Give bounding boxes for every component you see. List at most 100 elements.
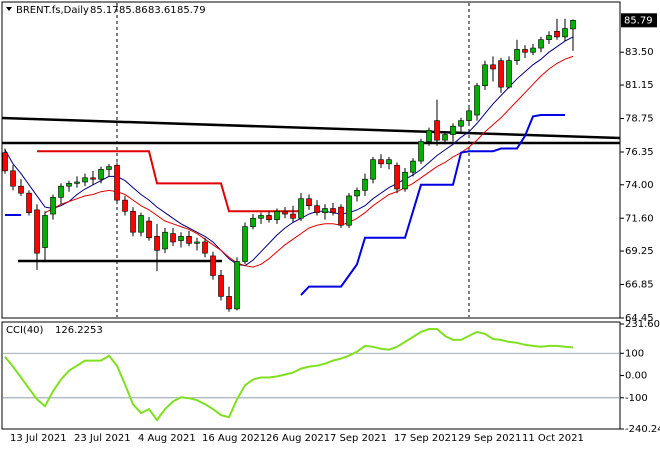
trend-line [1,116,621,140]
candle-body [162,231,168,250]
candle-body [458,120,464,127]
candle-body [554,31,560,38]
x-tick-label: 26 Aug 2021 [266,433,330,444]
candle-body [42,215,48,248]
y-tick-label: -100 [625,393,648,404]
candle-body [490,64,496,70]
y-tick-label: 71.60 [625,213,654,224]
candle-body [570,19,576,30]
candle-body [362,178,368,191]
candle-body [146,220,152,239]
candle-body [322,208,328,213]
candle-body [386,159,392,165]
candle-body [26,192,32,213]
candle-body [274,210,280,220]
y-tick-label: 0.00 [625,371,647,382]
candle-body [74,181,80,184]
candle-body [82,177,88,183]
candle-body [226,296,232,310]
candle-body [394,164,400,190]
candle-body [306,198,312,206]
y-tick-label: 64.45 [625,313,654,324]
candle-body [130,210,136,233]
candle-body [530,47,536,53]
candle-body [242,226,248,262]
candle-body [210,255,216,276]
candle-body [370,159,376,180]
candle-body [338,206,344,226]
y-tick-label: 74.00 [625,180,654,191]
candle-body [122,199,128,212]
low-value: 83.61 [148,5,177,16]
y-tick-label: 100 [625,348,644,359]
x-tick-label: 13 Jul 2021 [10,433,67,444]
y-tick-label: 69.25 [625,246,654,257]
y-tick-label: 81.15 [625,80,654,91]
x-tick-label: 11 Oct 2021 [522,433,584,444]
price-marker [621,13,657,28]
candle-body [194,241,200,244]
candle-body [202,241,208,254]
candle-body [450,125,456,135]
candle-body [266,215,272,220]
x-tick-label: 7 Sep 2021 [330,433,387,444]
candle-body [34,209,40,254]
candle-body [506,60,512,88]
candle-body [258,215,264,219]
candle-body [282,210,288,215]
candle-body [314,205,320,213]
indicator-line [4,36,574,267]
x-tick-label: 23 Jul 2021 [74,433,131,444]
candle-body [90,177,96,180]
candle-body [234,261,240,310]
y-tick-label: 78.75 [625,114,654,125]
candle-body [170,233,176,243]
indicator-line [300,114,565,296]
candle-body [2,152,8,172]
x-tick-label: 16 Aug 2021 [202,433,266,444]
symbol-title: BRENT.fs,Daily [16,5,89,16]
cci-value: 126.2253 [55,325,103,336]
candle-body [178,236,184,241]
candle-body [474,85,480,116]
candle-body [330,208,336,213]
candle-body [434,120,440,141]
candle-body [482,64,488,87]
candle-body [546,35,552,40]
y-tick-label: 76.35 [625,147,654,158]
candle-body [10,170,16,187]
candle-body [290,213,296,219]
candle-body [18,185,24,194]
y-tick-label: 66.85 [625,280,654,291]
indicator-line [44,55,574,268]
candle-body [298,198,304,219]
header-arrow [6,7,12,11]
price-marker-label: 85.79 [624,15,653,26]
cci-title: CCI(40) [6,325,44,336]
candle-body [466,110,472,121]
candle-body [426,130,432,142]
candle-body [218,275,224,297]
candle-body [154,236,160,251]
candle-body [402,171,408,190]
x-tick-label: 29 Sep 2021 [458,433,521,444]
price-panel [1,1,621,319]
candle-body [378,159,384,165]
cci-line [4,328,574,422]
candle-body [442,134,448,141]
candle-body [138,215,144,233]
candle-body [522,49,528,53]
candle-body [418,141,424,162]
candle-body [538,39,544,49]
x-tick-label: 4 Aug 2021 [138,433,196,444]
open-value: 85.17 [90,5,119,16]
cci-panel [1,321,621,430]
candle-body [114,164,120,201]
indicator-line [37,150,301,213]
candle-body [514,49,520,61]
y-tick-label: 231.601 [625,319,660,330]
candle-body [346,195,352,226]
candle-body [50,197,56,215]
candle-body [98,169,104,180]
candle-body [498,60,504,88]
